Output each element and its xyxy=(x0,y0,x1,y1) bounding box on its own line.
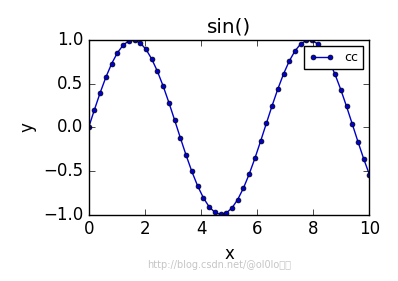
cc xyxy=(149,57,154,61)
cc xyxy=(247,173,252,176)
cc xyxy=(235,198,240,201)
cc xyxy=(367,173,372,176)
cc xyxy=(218,213,223,216)
cc xyxy=(121,44,125,47)
cc xyxy=(270,104,275,108)
Text: http://blog.csdn.net/@ol0lo博客: http://blog.csdn.net/@ol0lo博客 xyxy=(147,260,291,270)
cc xyxy=(201,196,206,200)
cc xyxy=(304,39,309,42)
cc xyxy=(184,154,189,157)
cc xyxy=(321,49,326,53)
cc xyxy=(213,211,217,214)
cc xyxy=(195,184,200,187)
cc xyxy=(155,70,160,73)
cc xyxy=(224,211,228,215)
cc xyxy=(316,42,320,46)
cc xyxy=(298,42,303,46)
cc xyxy=(172,119,177,122)
cc xyxy=(103,75,108,79)
cc xyxy=(350,122,355,126)
cc xyxy=(241,187,246,190)
Y-axis label: y: y xyxy=(18,122,36,132)
cc xyxy=(293,49,297,53)
cc xyxy=(98,91,103,94)
Legend: cc: cc xyxy=(304,46,363,69)
cc xyxy=(333,73,338,76)
cc xyxy=(355,140,360,143)
cc xyxy=(144,48,148,51)
cc xyxy=(361,157,366,160)
cc xyxy=(275,87,280,91)
Title: sin(): sin() xyxy=(207,18,251,37)
X-axis label: x: x xyxy=(224,245,234,263)
cc xyxy=(207,205,211,208)
cc xyxy=(327,60,332,63)
cc xyxy=(115,51,120,55)
cc xyxy=(230,206,234,210)
cc xyxy=(338,88,343,91)
cc xyxy=(287,59,292,63)
cc xyxy=(344,105,349,108)
cc xyxy=(264,122,269,125)
cc xyxy=(138,41,143,45)
cc xyxy=(178,136,183,140)
cc xyxy=(109,62,114,65)
cc xyxy=(166,101,171,105)
cc xyxy=(161,85,166,88)
cc xyxy=(258,139,263,143)
cc xyxy=(281,72,286,76)
cc xyxy=(132,38,137,42)
cc xyxy=(252,157,257,160)
Line: cc: cc xyxy=(86,38,372,217)
cc xyxy=(189,170,194,173)
cc xyxy=(86,126,91,129)
cc xyxy=(92,108,97,111)
cc xyxy=(127,39,131,42)
cc xyxy=(310,39,314,42)
